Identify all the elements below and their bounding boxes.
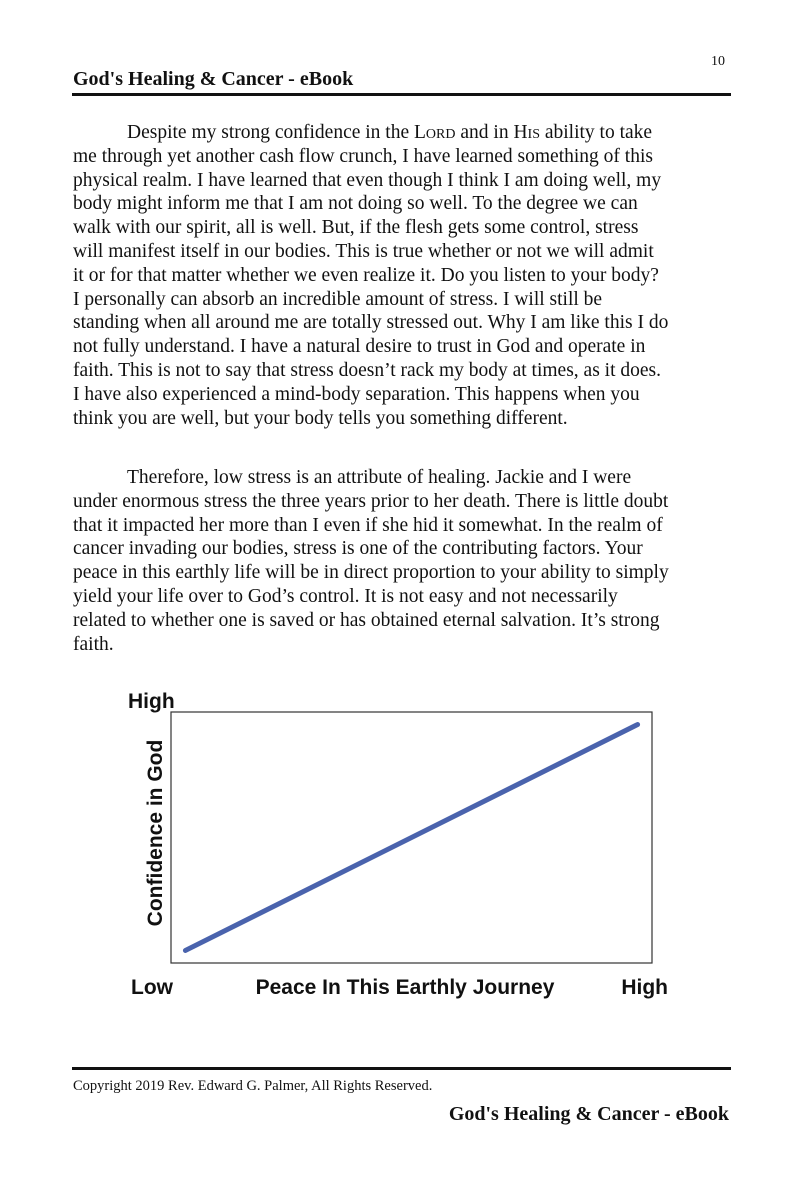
his-small-caps: His xyxy=(513,122,540,143)
header-rule xyxy=(72,93,731,96)
paragraph-line: not fully understand. I have a natural d… xyxy=(73,336,646,358)
paragraph-line: me through yet another cash flow crunch,… xyxy=(73,145,653,167)
paragraph-line: that it impacted her more than I even if… xyxy=(73,514,663,536)
x-tick-low: Low xyxy=(131,976,174,999)
lord-small-caps: Lord xyxy=(414,122,456,143)
paragraph-line: think you are well, but your body tells … xyxy=(73,407,568,429)
paragraph-line: under enormous stress the three years pr… xyxy=(73,490,669,512)
paragraph-line: I have also experienced a mind-body sepa… xyxy=(73,383,640,405)
paragraph-line: faith. xyxy=(73,633,114,655)
text-segment: and in xyxy=(455,122,514,143)
copyright: Copyright 2019 Rev. Edward G. Palmer, Al… xyxy=(73,1078,433,1094)
paragraph-line: will manifest itself in our bodies. This… xyxy=(73,240,654,262)
paragraph-line: peace in this earthly life will be in di… xyxy=(73,562,669,584)
paragraph-line: cancer invading our bodies, stress is on… xyxy=(73,538,643,560)
header-title: God's Healing & Cancer - eBook xyxy=(73,68,354,90)
paragraph-2: Therefore, low stress is an attribute of… xyxy=(73,466,669,656)
paragraph-line: physical realm. I have learned that even… xyxy=(73,169,662,191)
paragraph-line: standing when all around me are totally … xyxy=(73,312,669,334)
y-tick-high: High xyxy=(128,690,175,713)
y-axis-label: Confidence in God xyxy=(144,740,167,927)
paragraph-line: walk with our spirit, all is well. But, … xyxy=(73,217,639,239)
paragraph-line: Despite my strong confidence in the Lord… xyxy=(73,121,668,145)
footer-rule xyxy=(72,1067,731,1070)
paragraph-line: faith. This is not to say that stress do… xyxy=(73,359,661,381)
text-segment: Despite my strong confidence in the xyxy=(127,122,415,143)
paragraph-line: I personally can absorb an incredible am… xyxy=(73,288,603,310)
paragraph-line: it or for that matter whether we even re… xyxy=(73,264,659,286)
paragraph-line: yield your life over to God’s control. I… xyxy=(73,585,618,607)
paragraph-line: related to whether one is saved or has o… xyxy=(73,609,660,631)
paragraph-1: Despite my strong confidence in the Lord… xyxy=(73,121,668,430)
paragraph-line: body might inform me that I am not doing… xyxy=(73,193,638,215)
footer-title: God's Healing & Cancer - eBook xyxy=(448,1103,729,1125)
plot-frame xyxy=(170,711,653,964)
x-tick-high: High xyxy=(621,976,668,999)
paragraph-line: Therefore, low stress is an attribute of… xyxy=(127,467,632,488)
text-segment: ability to take xyxy=(539,122,653,143)
series-line xyxy=(182,722,641,953)
x-axis-label: Peace In This Earthly Journey xyxy=(256,976,555,999)
page-number: 10 xyxy=(711,54,725,69)
